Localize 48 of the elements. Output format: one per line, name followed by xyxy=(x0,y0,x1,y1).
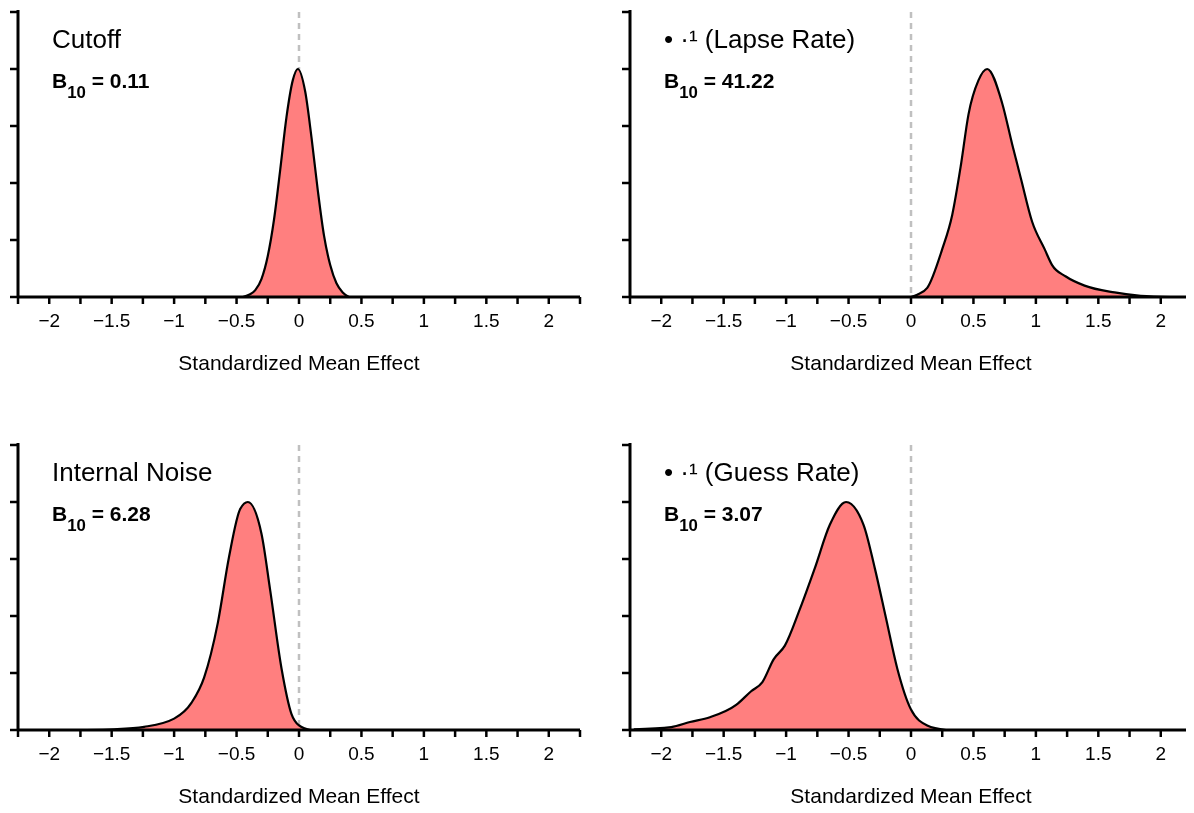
x-axis-title: Standardized Mean Effect xyxy=(178,784,420,807)
x-tick-label: 0 xyxy=(905,743,917,764)
annotation: B$_{10}$ = 0.11 xyxy=(52,69,150,102)
chart-title: Cutoff xyxy=(52,24,122,54)
chart-title: • ·¹ (Guess Rate) xyxy=(664,457,860,487)
x-tick-label: −2 xyxy=(38,310,61,331)
x-tick-label: −1.5 xyxy=(92,310,131,331)
x-tick-label: −0.5 xyxy=(829,743,868,764)
x-tick-label: 0.5 xyxy=(960,743,987,764)
x-tick-label: −0.5 xyxy=(217,310,256,331)
x-tick-label: −0.5 xyxy=(829,310,868,331)
x-tick-label: 1.5 xyxy=(473,743,500,764)
x-tick-label: 0 xyxy=(905,310,917,331)
chart-title: • ·¹ (Lapse Rate) xyxy=(664,24,856,54)
x-tick-label: −0.5 xyxy=(217,743,256,764)
x-tick-label: 1.5 xyxy=(1085,743,1112,764)
x-tick-label: 1 xyxy=(418,310,430,331)
x-tick-label: −1 xyxy=(163,743,185,764)
x-tick-label: 1 xyxy=(1030,743,1042,764)
x-tick-label: −2 xyxy=(38,743,61,764)
x-tick-label: 2 xyxy=(543,310,555,331)
x-tick-label: 0.5 xyxy=(348,310,375,331)
x-tick-label: 0.5 xyxy=(960,310,987,331)
x-axis-title: Standardized Mean Effect xyxy=(790,784,1032,807)
chart-title: Internal Noise xyxy=(52,457,213,487)
x-tick-label: 1 xyxy=(418,743,430,764)
x-tick-label: 2 xyxy=(543,743,555,764)
x-tick-label: 0 xyxy=(293,310,305,331)
x-tick-label: −1.5 xyxy=(704,310,743,331)
annotation: B$_{10}$ = 6.28 xyxy=(52,502,151,535)
x-tick-label: −2 xyxy=(650,743,673,764)
x-tick-label: −1.5 xyxy=(704,743,743,764)
x-tick-label: −2 xyxy=(650,310,673,331)
x-tick-label: −1 xyxy=(163,310,185,331)
x-tick-label: 0 xyxy=(293,743,305,764)
annotation: B$_{10}$ = 3.07 xyxy=(664,502,763,535)
x-tick-label: 1 xyxy=(1030,310,1042,331)
x-tick-label: 2 xyxy=(1155,310,1167,331)
x-tick-label: 0.5 xyxy=(348,743,375,764)
x-axis-title: Standardized Mean Effect xyxy=(790,351,1032,374)
x-tick-label: 1.5 xyxy=(1085,310,1112,331)
x-tick-label: −1 xyxy=(775,310,797,331)
x-tick-label: 2 xyxy=(1155,743,1167,764)
x-axis-title: Standardized Mean Effect xyxy=(178,351,420,374)
x-tick-label: 1.5 xyxy=(473,310,500,331)
x-tick-label: −1 xyxy=(775,743,797,764)
annotation: B$_{10}$ = 41.22 xyxy=(664,69,775,102)
x-tick-label: −1.5 xyxy=(92,743,131,764)
